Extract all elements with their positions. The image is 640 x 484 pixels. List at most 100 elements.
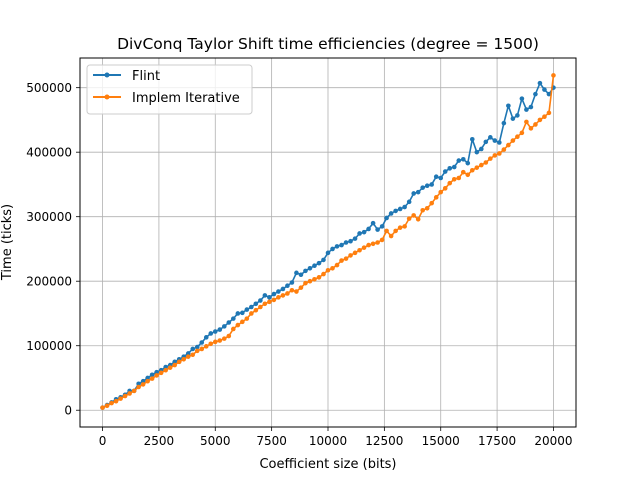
data-point-flint (406, 199, 412, 205)
data-point-implem-iterative (420, 207, 425, 213)
data-point-flint (415, 189, 421, 195)
data-point-implem-iterative (375, 240, 380, 245)
data-point-flint (542, 87, 547, 92)
x-tick-label: 10000 (309, 434, 347, 448)
data-point-flint (240, 310, 245, 316)
data-point-flint (433, 174, 439, 179)
data-point-implem-iterative (280, 293, 286, 298)
data-point-implem-iterative (136, 384, 141, 390)
data-point-implem-iterative (384, 228, 389, 234)
data-point-implem-iterative (506, 142, 511, 148)
data-point-flint (343, 240, 349, 245)
data-point-flint (280, 286, 286, 292)
data-point-flint (469, 136, 475, 142)
data-point-flint (163, 364, 168, 370)
data-point-flint (510, 116, 516, 121)
data-point-flint (249, 304, 254, 310)
data-point-flint (537, 80, 543, 86)
data-point-flint (474, 149, 480, 155)
data-point-implem-iterative (190, 352, 196, 358)
data-point-flint (411, 191, 416, 196)
data-point-implem-iterative (402, 224, 407, 229)
data-point-implem-iterative (442, 186, 448, 191)
x-tick-label: 7500 (256, 434, 287, 448)
data-point-implem-iterative (524, 119, 529, 125)
data-point-implem-iterative (240, 319, 245, 325)
data-point-implem-iterative (388, 233, 394, 239)
data-point-implem-iterative (451, 176, 457, 182)
x-tick-label: 17500 (478, 434, 516, 448)
data-point-implem-iterative (424, 206, 430, 211)
series-layer (100, 73, 556, 410)
data-point-flint (339, 242, 344, 248)
data-point-flint (438, 175, 444, 181)
data-point-flint (298, 272, 304, 278)
data-point-implem-iterative (352, 250, 358, 256)
data-point-flint (506, 103, 511, 109)
data-point-implem-iterative (433, 195, 439, 200)
data-point-flint (424, 183, 430, 189)
data-point-implem-iterative (307, 278, 313, 284)
data-point-implem-iterative (474, 165, 480, 170)
data-point-implem-iterative (199, 346, 205, 352)
data-point-implem-iterative (258, 304, 263, 310)
data-point-flint (253, 301, 259, 307)
data-point-implem-iterative (415, 216, 421, 222)
data-point-implem-iterative (361, 245, 367, 250)
data-point-flint (303, 268, 308, 274)
data-point-flint (226, 320, 232, 325)
data-point-implem-iterative (456, 175, 462, 181)
data-point-flint (185, 351, 191, 356)
data-point-implem-iterative (203, 344, 209, 349)
data-point-implem-iterative (343, 256, 349, 261)
data-point-implem-iterative (316, 275, 322, 280)
data-point-implem-iterative (235, 322, 241, 328)
data-point-implem-iterative (303, 280, 308, 286)
data-point-implem-iterative (154, 373, 159, 378)
y-tick-label: 200000 (26, 275, 72, 289)
data-point-flint (140, 378, 146, 384)
data-point-implem-iterative (118, 396, 123, 401)
data-point-implem-iterative (406, 216, 412, 221)
data-point-flint (221, 324, 227, 329)
data-point-implem-iterative (176, 359, 182, 365)
data-point-flint (379, 224, 385, 229)
data-point-flint (208, 331, 214, 336)
data-point-implem-iterative (127, 391, 132, 396)
data-point-flint (172, 359, 177, 365)
legend-marker-implem-iterative (104, 94, 110, 100)
data-point-implem-iterative (501, 147, 507, 152)
y-tick-label: 400000 (26, 146, 72, 160)
data-point-flint (524, 107, 529, 112)
data-point-flint (397, 206, 403, 212)
data-point-flint (375, 227, 380, 232)
legend: Flint Implem Iterative (86, 64, 253, 115)
data-point-flint (420, 185, 425, 190)
data-point-flint (429, 182, 435, 187)
data-point-flint (352, 236, 358, 241)
data-point-implem-iterative (217, 338, 223, 343)
data-point-flint (456, 158, 462, 163)
data-point-implem-iterative (519, 130, 525, 136)
data-point-implem-iterative (100, 405, 105, 410)
data-point-implem-iterative (366, 242, 371, 248)
x-tick-label: 5000 (200, 434, 231, 448)
data-point-implem-iterative (397, 225, 403, 230)
data-point-implem-iterative (469, 167, 475, 173)
data-point-flint (361, 229, 367, 235)
data-point-implem-iterative (163, 367, 168, 373)
data-point-flint (276, 289, 281, 294)
data-point-flint (258, 298, 263, 303)
data-point-implem-iterative (221, 336, 227, 341)
data-point-implem-iterative (140, 382, 146, 387)
data-point-flint (366, 226, 371, 232)
data-point-flint (533, 91, 538, 97)
data-point-implem-iterative (267, 299, 272, 305)
data-point-flint (285, 283, 290, 289)
data-point-implem-iterative (212, 339, 218, 345)
data-point-implem-iterative (551, 73, 556, 78)
chart-title: DivConq Taylor Shift time efficiencies (… (117, 35, 539, 53)
data-point-flint (393, 208, 398, 214)
